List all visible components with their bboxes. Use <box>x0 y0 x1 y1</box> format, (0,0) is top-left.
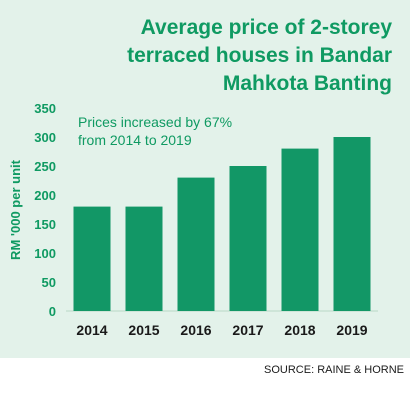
annotation-line-1: Prices increased by 67% <box>78 114 232 130</box>
x-tick-label: 2015 <box>128 322 159 338</box>
bar-chart: RM '000 per unit Prices increased by 67%… <box>8 101 378 338</box>
x-tick-label: 2018 <box>284 322 315 338</box>
title-line-2: terraced houses in Bandar <box>127 44 392 67</box>
bar-2016 <box>177 177 215 311</box>
y-tick-label: 300 <box>34 130 56 145</box>
source-note: SOURCE: RAINE & HORNE <box>264 364 404 376</box>
bar-2017 <box>229 166 267 311</box>
y-tick-label: 200 <box>34 188 56 203</box>
x-tick-label: 2017 <box>232 322 263 338</box>
y-tick-label: 250 <box>34 159 56 174</box>
x-tick-label: 2019 <box>336 322 367 338</box>
title-line-1: Average price of 2-storey <box>140 16 392 39</box>
bar-2015 <box>125 206 163 311</box>
y-axis-label: RM '000 per unit <box>8 159 23 260</box>
x-tick-label: 2016 <box>180 322 211 338</box>
x-tick-label: 2014 <box>76 322 107 338</box>
chart-title: Average price of 2-storey terraced house… <box>62 14 392 98</box>
bar-2018 <box>281 148 319 311</box>
bar-2014 <box>73 206 111 311</box>
y-tick-label: 0 <box>49 304 56 319</box>
bar-2019 <box>333 137 371 311</box>
y-tick-label: 350 <box>34 101 56 116</box>
y-tick-label: 100 <box>34 246 56 261</box>
y-tick-label: 150 <box>34 217 56 232</box>
y-tick-label: 50 <box>42 275 56 290</box>
annotation-line-2: from 2014 to 2019 <box>78 132 192 148</box>
title-line-3: Mahkota Banting <box>222 72 392 95</box>
